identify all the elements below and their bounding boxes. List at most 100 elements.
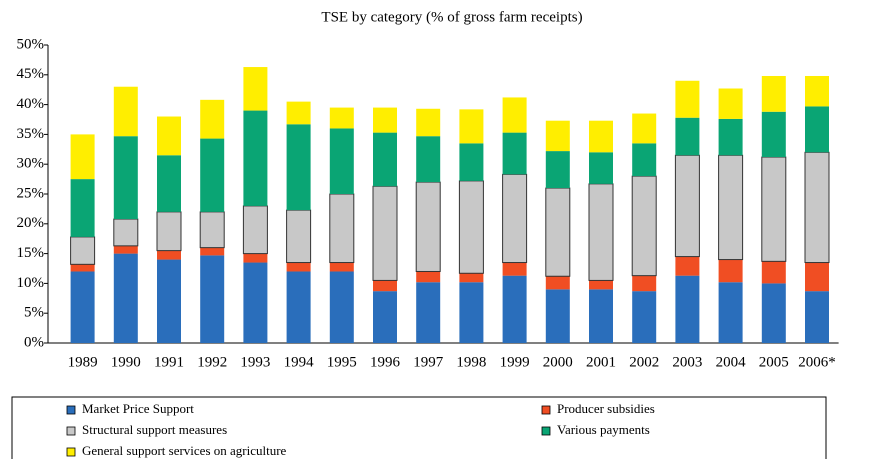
x-tick-label: 2003 [672, 354, 702, 370]
bar-segment [805, 75, 829, 107]
legend-swatch [541, 405, 551, 415]
bar-segment [545, 289, 570, 343]
bar-segment [242, 205, 268, 255]
bar-segment [373, 280, 397, 292]
bar-segment [286, 124, 311, 211]
bar-segment [502, 97, 527, 133]
x-tick-label: 2005 [759, 354, 789, 370]
legend-swatch [66, 447, 76, 457]
bar-segment [113, 218, 139, 247]
bar-segment [329, 262, 354, 272]
bar-segment [459, 143, 484, 181]
bar-segment [243, 253, 268, 263]
bar-segment [157, 259, 181, 343]
bar-segment [329, 107, 354, 129]
bar-segment [761, 261, 786, 284]
bar-segment [632, 113, 657, 144]
bar-segment [373, 132, 397, 187]
bar-segment [199, 211, 225, 249]
bar-segment [329, 193, 355, 264]
bar-segment [416, 282, 441, 343]
bar-segment [718, 282, 743, 343]
bar-segment [718, 259, 743, 283]
bar-segment [243, 67, 268, 111]
x-tick-label: 1989 [68, 354, 98, 370]
bar-segment [200, 247, 225, 256]
bar-segment [373, 291, 397, 343]
bar-segment [632, 275, 657, 292]
y-tick-label: 5% [24, 305, 44, 321]
bar-segment [675, 117, 700, 156]
x-tick-label: 1990 [111, 354, 141, 370]
bar-segment [70, 179, 95, 237]
bar-segment [157, 155, 181, 212]
bar-segment [113, 245, 138, 254]
bar-segment [329, 128, 354, 194]
legend-label: General support services on agriculture [82, 443, 287, 458]
x-tick-label: 1999 [500, 354, 530, 370]
bar-segment [805, 291, 829, 343]
bar-segment [632, 143, 657, 177]
bar-segment [631, 175, 657, 277]
x-tick-label: 1991 [154, 354, 184, 370]
bar-segment [674, 154, 700, 258]
bar-segment [589, 289, 613, 343]
chart-title: TSE by category (% of gross farm receipt… [321, 9, 582, 25]
bar-segment [156, 211, 182, 252]
bar-segment [675, 256, 700, 276]
bar-segment [70, 271, 95, 343]
x-tick-label: 2001 [586, 354, 616, 370]
x-tick-label: 1996 [370, 354, 401, 370]
bar-segment [761, 283, 786, 343]
x-tick-label: 1995 [327, 354, 357, 370]
x-tick-label: 1993 [240, 354, 270, 370]
x-tick-label: 2006* [798, 354, 836, 370]
bar-segment [286, 262, 311, 272]
x-tick-label: 2004 [716, 354, 747, 370]
bar-segment [286, 101, 311, 125]
bar-segment [329, 271, 354, 343]
bar-segment [200, 255, 225, 343]
bar-segment [459, 282, 484, 343]
y-tick-label: 15% [17, 245, 45, 261]
bar-segment [373, 107, 397, 133]
bar-segment [502, 262, 527, 276]
bar-segment [243, 110, 268, 206]
bar-segment [805, 262, 829, 292]
bar-segment [804, 151, 830, 264]
bar-segment [416, 108, 441, 137]
bar-segment [632, 291, 657, 343]
bar-segment [70, 236, 96, 265]
bar-segment [459, 109, 484, 144]
bar-segment [157, 250, 181, 260]
legend-label: Various payments [557, 422, 650, 437]
bar-segment [761, 75, 786, 112]
y-tick-label: 35% [17, 126, 45, 142]
bar-segment [545, 187, 571, 277]
x-tick-label: 2000 [543, 354, 573, 370]
bar-segment [200, 138, 225, 212]
bar-segment [761, 111, 786, 158]
bar-segment [718, 118, 743, 156]
bar-segment [70, 134, 95, 180]
bar-segment [588, 183, 614, 281]
y-tick-label: 40% [17, 96, 45, 112]
legend-label: Structural support measures [82, 422, 227, 437]
bar-segment [545, 120, 570, 152]
bar-segment [502, 173, 528, 264]
bar-segment [502, 132, 527, 175]
y-tick-label: 30% [17, 156, 45, 172]
y-tick-label: 50% [17, 36, 45, 52]
bar-segment [805, 106, 829, 153]
x-tick-label: 1994 [284, 354, 315, 370]
legend-label: Producer subsidies [557, 401, 655, 416]
legend-label: Market Price Support [82, 401, 194, 416]
legend-swatch [66, 405, 76, 415]
x-tick-label: 1998 [456, 354, 486, 370]
bar-segment [113, 253, 138, 343]
legend-swatch [541, 426, 551, 436]
bar-segment [675, 80, 700, 118]
y-tick-label: 25% [17, 185, 45, 201]
x-tick-label: 2002 [629, 354, 659, 370]
